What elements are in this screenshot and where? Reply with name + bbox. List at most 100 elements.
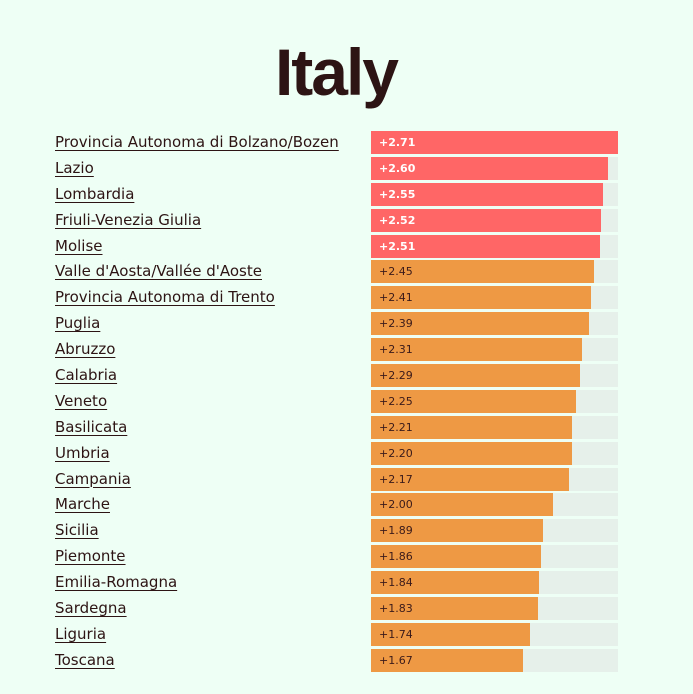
bar-track: +2.51 bbox=[371, 234, 618, 258]
bar bbox=[371, 622, 530, 646]
chart-row: Molise +2.51 bbox=[55, 234, 618, 258]
bar bbox=[371, 415, 573, 439]
bar bbox=[371, 597, 538, 621]
region-link[interactable]: Toscana bbox=[55, 650, 115, 669]
region-link[interactable]: Umbria bbox=[55, 443, 110, 462]
region-link[interactable]: Veneto bbox=[55, 391, 108, 410]
bar bbox=[371, 467, 569, 491]
bar bbox=[371, 260, 595, 284]
bar bbox=[371, 648, 524, 672]
region-link[interactable]: Emilia-Romagna bbox=[55, 573, 178, 592]
bar bbox=[371, 312, 589, 336]
bar-track: +1.84 bbox=[371, 571, 618, 595]
region-link[interactable]: Puglia bbox=[55, 314, 101, 333]
bar-value-label: +2.31 bbox=[379, 343, 413, 357]
bar bbox=[371, 519, 544, 543]
region-link[interactable]: Provincia Autonoma di Bolzano/Bozen bbox=[55, 133, 339, 151]
chart-row: Friuli-Venezia Giulia +2.52 bbox=[55, 208, 618, 232]
bar-track: +2.55 bbox=[371, 182, 618, 206]
bar-track: +2.45 bbox=[371, 260, 618, 284]
region-link[interactable]: Piemonte bbox=[55, 547, 126, 566]
page-title: Italy bbox=[274, 35, 399, 109]
bar bbox=[371, 182, 604, 206]
bar bbox=[371, 286, 591, 310]
bar bbox=[371, 441, 572, 465]
region-link[interactable]: Campania bbox=[55, 469, 131, 488]
bar-value-label: +2.60 bbox=[379, 161, 416, 175]
region-link[interactable]: Calabria bbox=[55, 366, 118, 385]
bar-track: +2.39 bbox=[371, 312, 618, 336]
bar-chart: Provincia Autonoma di Bolzano/Bozen +2.71… bbox=[55, 131, 618, 675]
bar bbox=[371, 493, 554, 517]
chart-row: Abruzzo +2.31 bbox=[55, 338, 618, 362]
bar-track: +2.21 bbox=[371, 415, 618, 439]
chart-row: Lazio +2.60 bbox=[55, 156, 618, 180]
bar-track: +1.83 bbox=[371, 597, 618, 621]
chart-row: Campania +2.17 bbox=[55, 467, 618, 491]
chart-row: Calabria +2.29 bbox=[55, 364, 618, 388]
bar-value-label: +2.51 bbox=[379, 239, 416, 253]
chart-row: Sardegna +1.83 bbox=[55, 597, 618, 621]
chart-row: Lombardia +2.55 bbox=[55, 182, 618, 206]
bar-value-label: +2.20 bbox=[379, 446, 413, 460]
bar bbox=[371, 545, 541, 569]
bar-value-label: +2.39 bbox=[379, 317, 413, 331]
bar-value-label: +2.71 bbox=[379, 136, 416, 149]
bar-track: +2.41 bbox=[371, 286, 618, 310]
bar-value-label: +2.29 bbox=[379, 369, 413, 383]
chart-row: Marche +2.00 bbox=[55, 493, 618, 517]
region-link[interactable]: Provincia Autonoma di Trento bbox=[55, 288, 275, 307]
bar-value-label: +2.00 bbox=[379, 498, 413, 512]
bar-value-label: +2.21 bbox=[379, 420, 413, 434]
chart-row: Basilicata +2.21 bbox=[55, 415, 618, 439]
chart-row: Provincia Autonoma di Bolzano/Bozen +2.71 bbox=[55, 131, 618, 154]
bar-track: +2.52 bbox=[371, 208, 618, 232]
bar-value-label: +1.89 bbox=[379, 524, 413, 538]
bar-track: +1.74 bbox=[371, 622, 618, 646]
bar-value-label: +1.84 bbox=[379, 576, 413, 590]
chart-row: Valle d'Aosta/Vallée d'Aoste +2.45 bbox=[55, 260, 618, 284]
chart-row: Piemonte +1.86 bbox=[55, 545, 618, 569]
region-link[interactable]: Lazio bbox=[55, 158, 94, 177]
region-link[interactable]: Abruzzo bbox=[55, 340, 116, 359]
bar-track: +2.20 bbox=[371, 441, 618, 465]
bar bbox=[371, 234, 600, 258]
chart-row: Umbria +2.20 bbox=[55, 441, 618, 465]
bar-track: +1.89 bbox=[371, 519, 618, 543]
bar bbox=[371, 338, 582, 362]
region-link[interactable]: Lombardia bbox=[55, 184, 135, 203]
bar-value-label: +2.41 bbox=[379, 291, 413, 305]
region-link[interactable]: Sardegna bbox=[55, 599, 127, 618]
bar-value-label: +2.25 bbox=[379, 394, 413, 408]
bar-value-label: +1.74 bbox=[379, 627, 413, 641]
bar bbox=[371, 389, 577, 413]
region-link[interactable]: Liguria bbox=[55, 624, 107, 643]
bar-value-label: +1.83 bbox=[379, 602, 413, 616]
bar-track: +2.17 bbox=[371, 467, 618, 491]
chart-row: Toscana +1.67 bbox=[55, 648, 618, 672]
bar-value-label: +1.67 bbox=[379, 653, 413, 667]
region-link[interactable]: Valle d'Aosta/Vallée d'Aoste bbox=[55, 262, 262, 281]
bar-track: +2.25 bbox=[371, 389, 618, 413]
bar-track: +2.00 bbox=[371, 493, 618, 517]
bar-track: +1.67 bbox=[371, 648, 618, 672]
bar-track: +2.60 bbox=[371, 156, 618, 180]
chart-row: Veneto +2.25 bbox=[55, 389, 618, 413]
chart-row: Emilia-Romagna +1.84 bbox=[55, 571, 618, 595]
bar-value-label: +2.52 bbox=[379, 213, 416, 227]
bar-track: +2.31 bbox=[371, 338, 618, 362]
bar-track: +2.71 bbox=[371, 131, 618, 154]
region-link[interactable]: Basilicata bbox=[55, 417, 128, 436]
chart-row: Provincia Autonoma di Trento +2.41 bbox=[55, 286, 618, 310]
bar-track: +1.86 bbox=[371, 545, 618, 569]
bar bbox=[371, 156, 608, 180]
bar-value-label: +2.45 bbox=[379, 265, 413, 279]
region-link[interactable]: Molise bbox=[55, 236, 103, 255]
region-link[interactable]: Friuli-Venezia Giulia bbox=[55, 210, 202, 229]
chart-row: Sicilia +1.89 bbox=[55, 519, 618, 543]
bar bbox=[371, 208, 601, 232]
bar bbox=[371, 364, 580, 388]
region-link[interactable]: Marche bbox=[55, 495, 110, 514]
chart-row: Puglia +2.39 bbox=[55, 312, 618, 336]
region-link[interactable]: Sicilia bbox=[55, 521, 99, 540]
